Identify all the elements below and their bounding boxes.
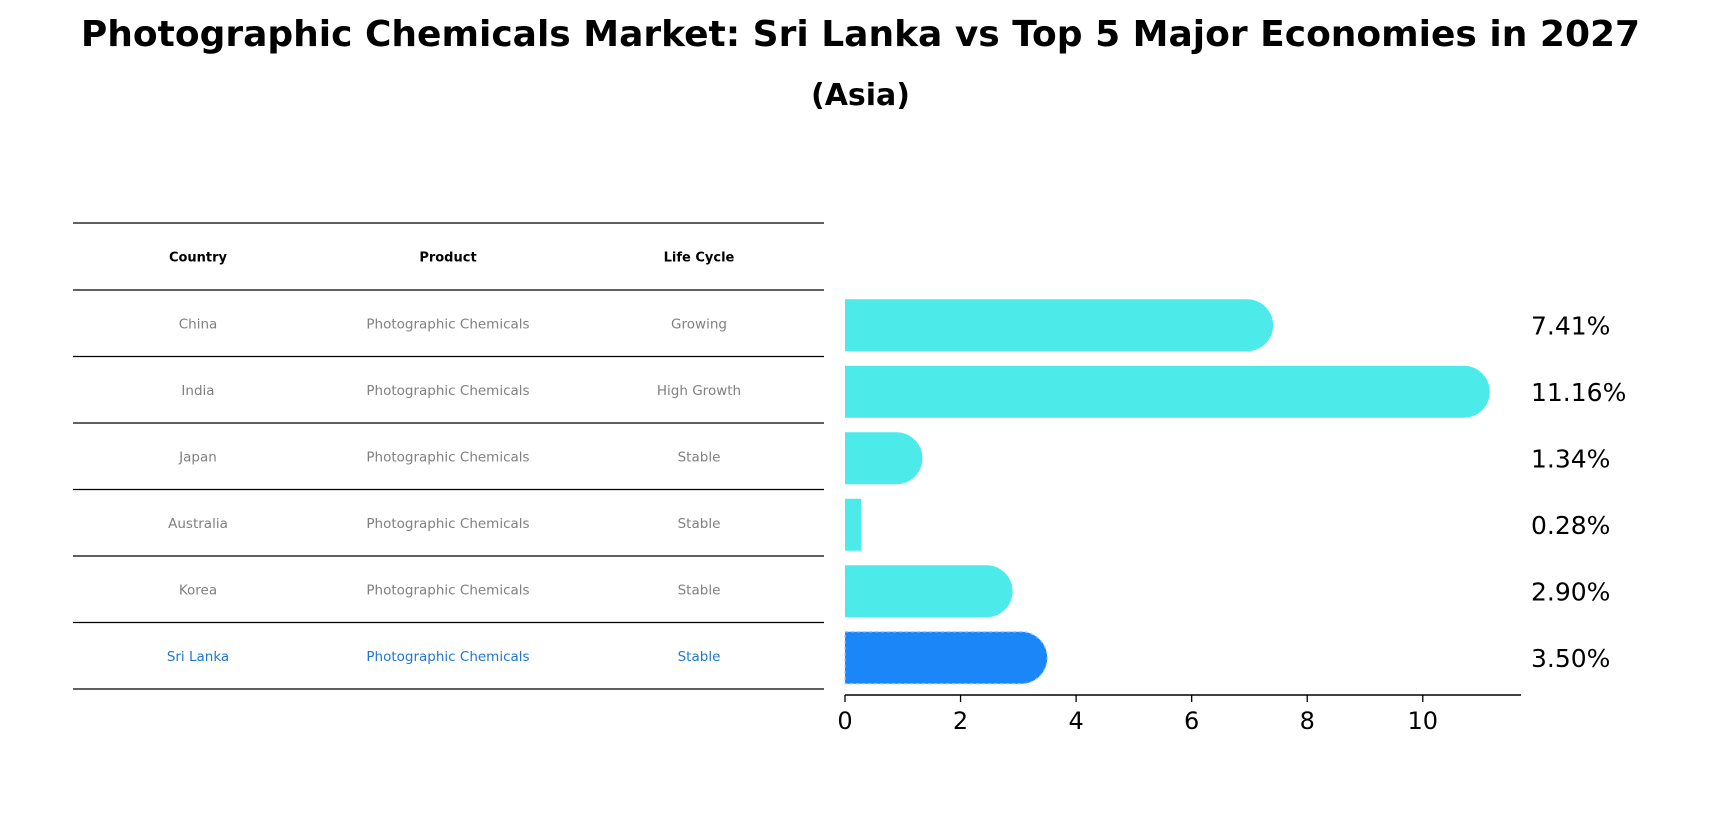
x-tick-label: 6 [1184, 707, 1199, 735]
table-cell-life-cycle: Growing [671, 316, 727, 332]
bar-korea [845, 565, 1013, 618]
table-header-country: Country [169, 251, 228, 266]
table-cell-product: Photographic Chemicals [366, 449, 529, 465]
table-cell-country: China [179, 316, 218, 332]
table-cell-product: Photographic Chemicals [366, 383, 529, 399]
table-cell-life-cycle: High Growth [657, 383, 741, 399]
table-cell-life-cycle: Stable [678, 582, 721, 598]
x-tick-label: 2 [953, 707, 968, 735]
data-label-india: 11.16% [1531, 378, 1626, 407]
table-header-product: Product [419, 251, 476, 266]
table-cell-life-cycle: Stable [678, 516, 721, 532]
x-tick-label: 8 [1300, 707, 1315, 735]
table-cell-life-cycle: Stable [678, 649, 721, 665]
table-cell-product: Photographic Chemicals [366, 316, 529, 332]
bar-china [845, 299, 1274, 352]
bar-india [845, 365, 1490, 418]
chart-title: Photographic Chemicals Market: Sri Lanka… [80, 14, 1641, 55]
bar-sri-lanka [844, 631, 1048, 685]
bar-japan [845, 432, 923, 485]
table-cell-country: Australia [168, 516, 228, 532]
table-cell-country: Sri Lanka [167, 649, 229, 665]
x-tick-label: 0 [837, 707, 852, 735]
data-label-sri-lanka: 3.50% [1531, 644, 1610, 673]
table-cell-product: Photographic Chemicals [366, 582, 529, 598]
table-cell-product: Photographic Chemicals [366, 649, 529, 665]
data-label-china: 7.41% [1531, 311, 1610, 340]
table-header-life-cycle: Life Cycle [664, 251, 735, 266]
data-label-australia: 0.28% [1531, 511, 1610, 540]
table-cell-country: Japan [178, 449, 217, 465]
bar-australia [845, 498, 862, 551]
x-tick-label: 10 [1408, 707, 1439, 735]
data-label-korea: 2.90% [1531, 577, 1610, 606]
data-label-japan: 1.34% [1531, 444, 1610, 473]
x-axis: 0 2 4 6 8 10 [837, 694, 1521, 735]
table-cell-country: India [181, 383, 214, 399]
bar-series: 7.41% 11.16% 1.34% 0.28% 2.90% 3.50% [844, 299, 1626, 685]
table-cell-life-cycle: Stable [678, 449, 721, 465]
chart-subtitle: (Asia) [810, 78, 911, 113]
table-cell-country: Korea [179, 582, 217, 598]
table-cell-product: Photographic Chemicals [366, 516, 529, 532]
data-table: Country Product Life Cycle China Photographi… [73, 222, 824, 690]
x-tick-label: 4 [1068, 707, 1083, 735]
